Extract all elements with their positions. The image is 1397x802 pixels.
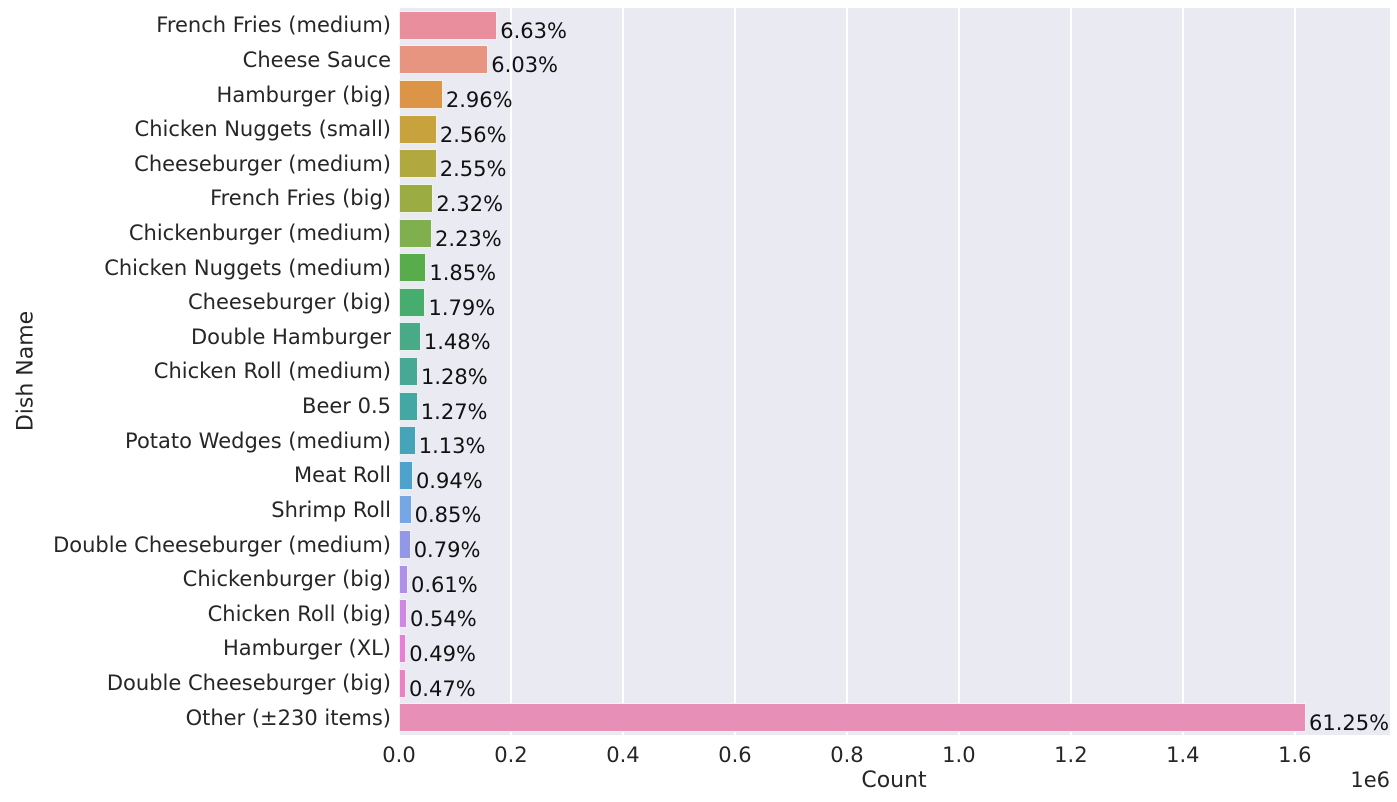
y-tick-label-double-cheeseburger-big: Double Cheeseburger (big) [106,671,391,696]
gridline-x-0.4 [621,8,624,735]
y-tick-label-hamburger-xl: Hamburger (XL) [222,636,391,661]
bar-value-label-potato-wedges-medium: 1.13% [418,434,486,459]
bar-meat-roll [399,460,413,490]
y-tick-label-french-fries-medium: French Fries (medium) [156,13,391,38]
bar-value-label-chicken-nuggets-small: 2.56% [439,122,507,147]
y-tick-label-chickenburger-medium: Chickenburger (medium) [128,221,391,245]
bar-shrimp-roll [399,495,412,525]
x-tick-label-0.8: 0.8 [830,743,864,767]
bar-chicken-roll-medium [399,357,418,386]
bar-value-label-double-cheeseburger-medium: 0.79% [413,538,481,563]
bar-potato-wedges-medium [399,426,416,456]
x-tick-label-1.2: 1.2 [1054,743,1088,767]
bar-other-230-items [399,703,1307,733]
bar-value-label-meat-roll: 0.94% [415,468,483,493]
y-tick-label-chicken-roll-big: Chicken Roll (big) [207,601,391,626]
bar-value-label-cheeseburger-big: 1.79% [428,295,496,320]
y-tick-label-beer-0-5: Beer 0.5 [302,394,391,419]
bar-beer-0-5 [399,391,418,421]
bar-value-label-hamburger-xl: 0.49% [409,641,476,666]
y-tick-label-cheeseburger-big: Cheeseburger (big) [187,290,391,315]
bar-value-label-hamburger-big: 2.96% [445,88,513,113]
bar-value-label-cheese-sauce: 6.03% [491,53,559,78]
y-tick-label-chicken-nuggets-medium: Chicken Nuggets (medium) [104,255,391,280]
x-tick-label-0.4: 0.4 [606,743,640,767]
y-tick-label-double-hamburger: Double Hamburger [191,324,391,349]
bar-value-label-french-fries-medium: 6.63% [500,18,567,43]
y-tick-label-shrimp-roll: Shrimp Roll [271,497,391,522]
bar-cheeseburger-medium [399,149,437,179]
bar-cheeseburger-big [399,287,426,317]
bar-value-label-chicken-nuggets-medium: 1.85% [429,261,497,286]
bar-chickenburger-medium [399,218,433,248]
x-tick-label-0.6: 0.6 [718,743,752,767]
gridline-x-1.6 [1293,8,1296,735]
x-tick-label-1.0: 1.0 [942,743,976,767]
bar-hamburger-big [399,80,443,110]
axis-offset-label: 1e6 [1350,768,1390,792]
bar-chicken-roll-big [399,599,407,629]
x-tick-label-0.2: 0.2 [494,743,528,767]
gridline-x-0.8 [845,8,848,735]
y-tick-label-chickenburger-big: Chickenburger (big) [182,567,391,592]
bar-value-label-cheeseburger-medium: 2.55% [439,157,507,182]
y-tick-label-chicken-nuggets-small: Chicken Nuggets (small) [134,117,391,142]
gridline-x-1.0 [957,8,960,735]
y-axis-label: Dish Name [13,310,39,432]
bar-value-label-chicken-roll-big: 0.54% [410,607,477,632]
x-tick-label-1.4: 1.4 [1166,743,1200,767]
y-tick-label-french-fries-big: French Fries (big) [210,186,391,211]
bar-hamburger-xl [399,633,407,663]
bar-value-label-double-hamburger: 1.48% [423,330,491,355]
x-axis-label: Count [861,768,927,793]
bar-double-hamburger [399,322,421,352]
gridline-x-1.4 [1181,8,1184,735]
gridline-x-0.6 [733,8,736,735]
y-tick-label-hamburger-big: Hamburger (big) [216,82,391,107]
y-tick-label-double-cheeseburger-medium: Double Cheeseburger (medium) [53,532,391,557]
bar-french-fries-big [399,183,434,213]
bar-chickenburger-big [399,564,408,594]
bar-value-label-chickenburger-big: 0.61% [411,572,478,597]
bar-chicken-nuggets-medium [399,253,427,283]
y-tick-label-cheeseburger-medium: Cheeseburger (medium) [134,151,391,176]
y-tick-label-meat-roll: Meat Roll [294,463,391,488]
bar-cheese-sauce [399,45,489,75]
bar-value-label-chickenburger-medium: 2.23% [435,226,502,251]
bar-value-label-double-cheeseburger-big: 0.47% [408,676,476,701]
x-tick-label-1.6: 1.6 [1278,743,1312,767]
gridline-x-0.2 [509,8,512,735]
x-tick-label-0.0: 0.0 [382,743,416,767]
bar-value-label-chicken-roll-medium: 1.28% [420,365,488,389]
y-tick-label-potato-wedges-medium: Potato Wedges (medium) [125,428,391,453]
y-tick-label-other-230-items: Other (±230 items) [185,705,391,730]
y-tick-label-cheese-sauce: Cheese Sauce [242,47,391,72]
bar-french-fries-medium [399,10,498,40]
plot-area: 6.63% 6.03% 2.96% 2.56% 2.55% 2.32% 2.23% 1.85%… [398,8,1390,736]
bar-chicken-nuggets-small [399,114,437,144]
bar-value-label-french-fries-big: 2.32% [436,191,504,216]
bar-value-label-other-230-items: 61.25% [1309,711,1390,736]
bar-double-cheeseburger-big [399,668,406,698]
bar-double-cheeseburger-medium [399,530,411,560]
gridline-x-1.2 [1069,8,1072,735]
bar-value-label-shrimp-roll: 0.85% [414,503,482,528]
y-tick-label-chicken-roll-medium: Chicken Roll (medium) [153,359,391,384]
bar-value-label-beer-0-5: 1.27% [420,399,488,424]
